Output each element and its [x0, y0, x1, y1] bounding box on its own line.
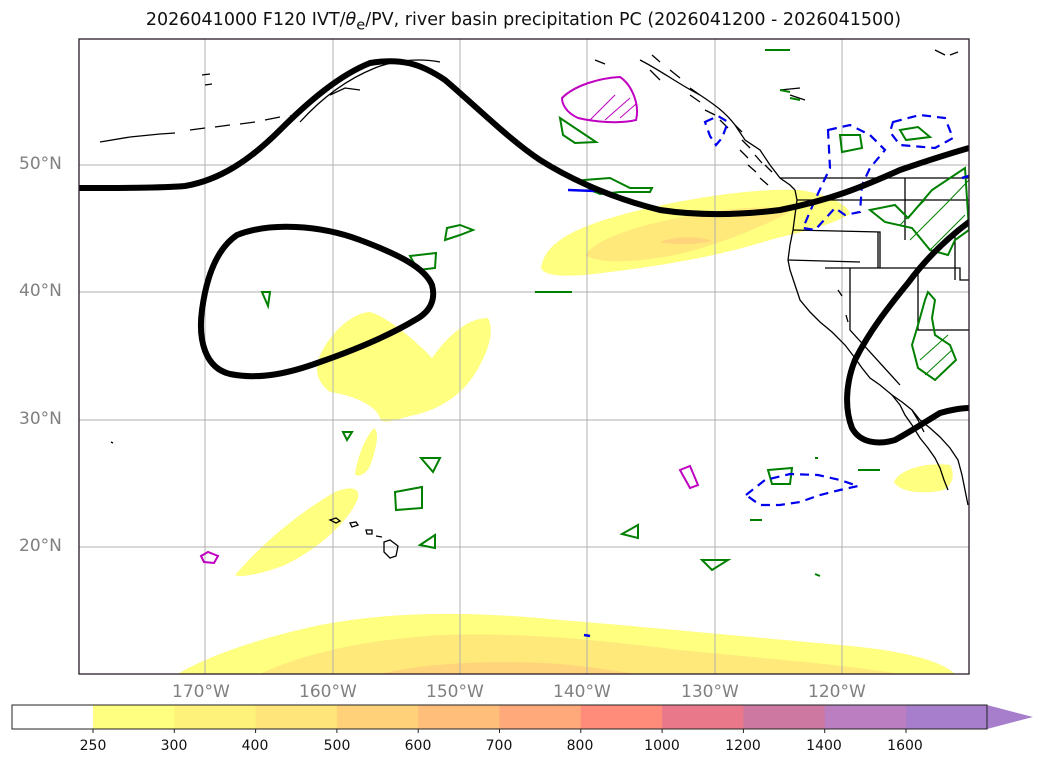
- map-panel-background: [79, 39, 969, 674]
- theta-e-contour-gulf-alaska: [558, 115, 600, 145]
- lat-label-40n: 40°N: [19, 281, 62, 301]
- lon-label-120w: 120°W: [808, 682, 866, 702]
- colorbar-swatch: [418, 705, 500, 729]
- theta-e-contour-small-4: [341, 431, 354, 443]
- colorbar-label-400: 400: [241, 738, 269, 754]
- ivt-band-south-high: [380, 662, 640, 674]
- lon-label-140w: 140°W: [553, 682, 611, 702]
- lat-label-50n: 50°N: [19, 154, 62, 174]
- ivt-plume-northeast-high: [660, 237, 712, 245]
- colorbar-swatch: [743, 705, 826, 729]
- colorbar-label-500: 500: [323, 738, 351, 754]
- theta-e-contour-great-basin: [910, 290, 958, 382]
- ivt-plume-northeast-mid: [585, 207, 790, 262]
- pv-contour-cutoff-east: [844, 219, 969, 446]
- theta-e-magenta-contours: [199, 75, 700, 565]
- colorbar-swatch: [12, 705, 93, 729]
- theta-e-contour-canada-2: [898, 125, 933, 142]
- canada-bc-coastline: [734, 49, 959, 191]
- hatch-lines-inland: [899, 179, 969, 376]
- colorbar-swatch: [174, 705, 257, 729]
- theta-e-contour-canada-1: [838, 134, 864, 154]
- theta-e-contour-inland: [867, 166, 969, 257]
- colorbar-swatch: [93, 705, 175, 729]
- colorbar-swatch: [580, 705, 663, 729]
- precip-blue-marks: [567, 174, 969, 638]
- lat-label-30n: 30°N: [19, 409, 62, 429]
- lon-label-170w: 170°W: [172, 682, 230, 702]
- theta-e-contour-small-10: [766, 466, 794, 485]
- colorbar-label-250: 250: [79, 738, 107, 754]
- colorbar-swatch: [906, 705, 988, 729]
- lon-label-150w: 150°W: [426, 682, 484, 702]
- ivt-plume-southwest-light: [235, 488, 359, 576]
- precip-dash-pacific: [567, 188, 596, 193]
- theta-e-contour-small-8: [619, 523, 639, 540]
- precip-dash-coast: [961, 174, 969, 180]
- magenta-contour-small-1: [678, 464, 700, 490]
- colorbar-label-1600: 1600: [887, 738, 923, 754]
- magenta-contour-small-2: [199, 550, 220, 565]
- us-west-coastline: [787, 189, 969, 506]
- colorbar-swatches: [12, 705, 988, 729]
- colorbar-swatch: [824, 705, 907, 729]
- lat-label-20n: 20°N: [19, 536, 62, 556]
- hatch-lines-magenta: [589, 94, 637, 121]
- great-basin-lakes: [837, 289, 849, 323]
- theta-e-hatching: [589, 94, 969, 376]
- ivt-band-south-mid: [260, 634, 900, 674]
- colorbar-ticks: [92, 729, 907, 733]
- colorbar-label-1400: 1400: [806, 738, 842, 754]
- precip-blue-contours: [703, 113, 955, 507]
- theta-e-contour-small-7: [417, 533, 436, 550]
- colorbar-label-1000: 1000: [644, 738, 680, 754]
- map-title: 2026041000 F120 IVT/θe/PV, river basin p…: [145, 10, 902, 34]
- theta-e-contour-small-5: [418, 457, 442, 474]
- theta-e-contour-small-1: [443, 223, 476, 242]
- colorbar-label-800: 800: [566, 738, 594, 754]
- colorbar-label-300: 300: [160, 738, 188, 754]
- colorbar: [11, 704, 1033, 733]
- precip-contour-subtropical: [744, 472, 863, 507]
- hawaii-islands: [110, 441, 399, 559]
- pv-contour-closed-low: [197, 223, 437, 380]
- coastlines: [99, 49, 969, 559]
- colorbar-extend-arrow: [987, 705, 1033, 729]
- colorbar-label-700: 700: [485, 738, 513, 754]
- colorbar-label-1200: 1200: [725, 738, 761, 754]
- lon-label-130w: 130°W: [681, 682, 739, 702]
- magenta-contour-gulf-alaska: [560, 75, 638, 124]
- ivt-patch-southeast-light: [894, 464, 953, 493]
- alaska-panhandle-coastline: [594, 54, 743, 133]
- precip-contour-canada-east: [888, 113, 955, 150]
- lon-label-160w: 160°W: [299, 682, 357, 702]
- colorbar-swatch: [255, 705, 338, 729]
- theta-e-contour-dash-1: [750, 49, 880, 577]
- theta-e-contour-dash-2: [779, 89, 801, 101]
- baja-coastline: [891, 394, 949, 491]
- theta-e-contour-small-3: [260, 291, 272, 310]
- colorbar-swatch: [662, 705, 744, 729]
- precip-contour-bc-coast: [703, 114, 730, 147]
- theta-e-contour-small-9: [699, 559, 732, 572]
- pv-contours: [79, 58, 969, 446]
- ivt-plume-central-light: [316, 312, 491, 422]
- ivt-streak-small: [355, 428, 377, 476]
- theta-e-contour-small-6: [393, 485, 423, 512]
- pv-contour-north: [79, 58, 969, 218]
- state-borders: [780, 177, 969, 386]
- colorbar-swatch: [499, 705, 582, 729]
- colorbar-swatch: [336, 705, 419, 729]
- map-frame: [78, 38, 970, 675]
- precip-dot-south: [583, 633, 591, 638]
- precip-contour-canada: [801, 123, 887, 232]
- colorbar-label-600: 600: [404, 738, 432, 754]
